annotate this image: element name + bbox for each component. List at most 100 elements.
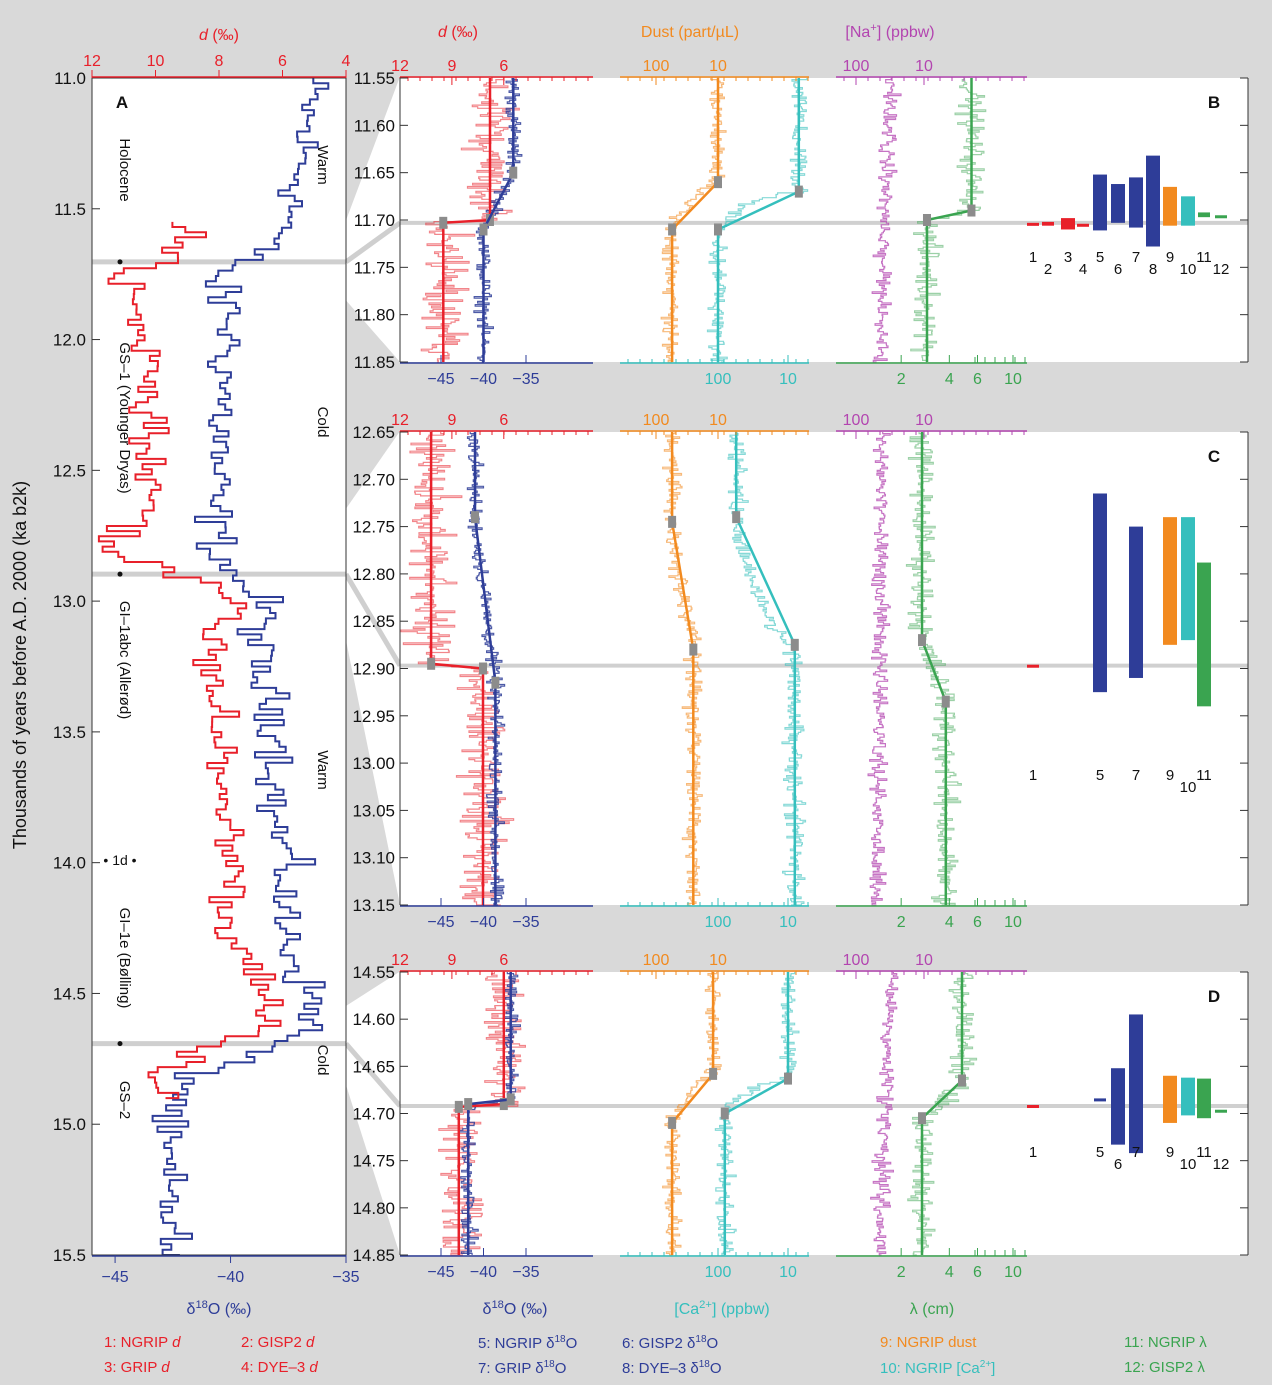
y-tick-label: 11.85 — [354, 353, 395, 372]
y-tick-label: 12.95 — [352, 707, 395, 726]
bottom-label-d18o-part: δ — [483, 1301, 492, 1318]
bottom-tick-label: 6 — [973, 371, 982, 388]
bar-label: 5 — [1096, 1144, 1104, 1161]
panel-a-top-axis-label: d (‰) — [199, 27, 239, 44]
bar-label: 5 — [1096, 767, 1104, 784]
duration-bar-1 — [1027, 664, 1039, 668]
bar-label: 6 — [1114, 1156, 1122, 1173]
period-label: GS–1 (Younger Dryas) — [116, 342, 133, 493]
panel-a-y-tick-label: 12.0 — [53, 331, 86, 350]
bar-label: 12 — [1213, 1156, 1230, 1173]
transition-connector — [344, 220, 402, 264]
fit-breakpoint — [439, 216, 448, 229]
bar-label: 7 — [1132, 249, 1140, 266]
fit-breakpoint — [427, 657, 436, 670]
y-tick-label: 12.75 — [352, 518, 395, 537]
legend-item-4: 4: DYE–3 d — [241, 1359, 318, 1376]
bar-label: 9 — [1166, 767, 1174, 784]
fit-d — [429, 432, 485, 905]
legend-item-5: 5: NGRIP δ18O — [478, 1334, 578, 1352]
bar-label: 9 — [1166, 1144, 1174, 1161]
climate-label: Warm — [314, 750, 331, 789]
bottom-tick-label: 4 — [945, 914, 954, 931]
duration-bar-11 — [1197, 1078, 1211, 1119]
panel-a-y-tick-label: 13.0 — [53, 592, 86, 611]
duration-bar-2 — [1042, 221, 1054, 226]
duration-bar-7 — [1129, 1014, 1143, 1154]
duration-bar-4 — [1077, 223, 1089, 227]
legend-item-12: 12: GISP2 λ — [1124, 1359, 1205, 1376]
y-tick-label: 11.55 — [354, 69, 395, 88]
duration-bar-11 — [1197, 562, 1211, 707]
y-tick-label: 12.80 — [352, 565, 395, 584]
fit-dust — [670, 432, 695, 905]
climate-label: Warm — [314, 145, 331, 184]
header-na: [Na+] (ppbw) — [845, 22, 934, 41]
panel-b: 12 9 6 100 10 100 10−45 −40 −35 100 10 2 4 6 1011.5511… — [354, 58, 1249, 388]
bar-label: 5 — [1096, 249, 1104, 266]
panel-d: 12 9 6 100 10 100 10 −45 −40 −35 100 10 2 4 6 10 14.55 14… — [352, 952, 1249, 1281]
zoom-connectors — [343, 77, 403, 1255]
climate-label: Cold — [314, 1045, 331, 1076]
period-boundary-dot — [117, 571, 123, 577]
panel-plot-area — [400, 432, 1248, 905]
bottom-tick-label: 100 — [705, 914, 732, 931]
duration-bar-5 — [1093, 493, 1107, 693]
header-na-part: [Na — [845, 24, 870, 41]
period-label: GS–2 — [116, 1081, 133, 1119]
bar-label: 7 — [1132, 1144, 1140, 1161]
bottom-label-d18o: δ18O (‰) — [483, 1299, 548, 1318]
bottom-tick-label: 10 — [1004, 1264, 1022, 1281]
top-tick-label: 10 — [915, 412, 933, 429]
duration-bar-12 — [1215, 215, 1227, 219]
fit-breakpoint — [479, 223, 488, 236]
header-na-part: + — [870, 22, 877, 34]
zoom-connector — [346, 78, 400, 362]
duration-bar-10 — [1181, 1077, 1195, 1116]
panel-a-top-tick-label: 10 — [147, 53, 165, 70]
panel-a-y-tick-label: 14.5 — [53, 984, 86, 1003]
bottom-tick-label: 2 — [897, 371, 906, 388]
period-label: GI–1abc (Allerød) — [116, 601, 133, 719]
fit-breakpoint — [479, 662, 488, 675]
bottom-label-ca-part: ] (ppbw) — [712, 1301, 770, 1318]
panel-letter: C — [1208, 447, 1220, 466]
y-tick-label: 13.05 — [352, 801, 395, 820]
bottom-tick-label: −45 — [427, 1264, 454, 1281]
panel-a-top-tick-label: 12 — [83, 53, 101, 70]
fit-dust — [670, 78, 720, 362]
bottom-tick-label: 6 — [973, 1264, 982, 1281]
fit-breakpoint — [918, 634, 927, 647]
duration-bar-10 — [1181, 196, 1195, 226]
zoom-connector — [346, 972, 400, 1255]
duration-bar-7 — [1129, 177, 1143, 228]
bar-label: 9 — [1166, 249, 1174, 266]
bar-label: 11 — [1196, 767, 1212, 784]
y-tick-label: 14.75 — [352, 1152, 395, 1171]
panel-a-top-axis-label-part: d — [199, 27, 209, 44]
fit-breakpoint — [941, 695, 950, 708]
fit-breakpoint — [732, 511, 741, 524]
fit-breakpoint — [967, 204, 976, 217]
top-tick-label: 12 — [391, 412, 409, 429]
bottom-tick-label: −40 — [470, 371, 497, 388]
transition-connector — [344, 1042, 402, 1108]
fit-breakpoint — [922, 214, 931, 226]
bar-label: 10 — [1180, 779, 1197, 796]
y-tick-label: 14.55 — [352, 963, 395, 982]
top-tick-label: 100 — [843, 952, 870, 969]
fit-δ18O — [473, 432, 497, 905]
bar-label: 11 — [1196, 249, 1212, 266]
duration-bar-9 — [1163, 517, 1177, 645]
y-tick-label: 12.90 — [352, 660, 395, 679]
top-tick-label: 9 — [447, 58, 456, 75]
fit-λ — [920, 972, 964, 1255]
fit-Ca2+ — [734, 432, 797, 905]
panel-a-top-axis-label-part: (‰) — [208, 27, 239, 44]
fit-Ca2+ — [723, 972, 790, 1255]
panel-a-letter: A — [116, 93, 128, 112]
top-tick-label: 9 — [447, 952, 456, 969]
bottom-tick-label: −45 — [427, 371, 454, 388]
period-label-1d: • 1d • — [103, 852, 136, 868]
fit-Ca2+ — [716, 78, 801, 362]
